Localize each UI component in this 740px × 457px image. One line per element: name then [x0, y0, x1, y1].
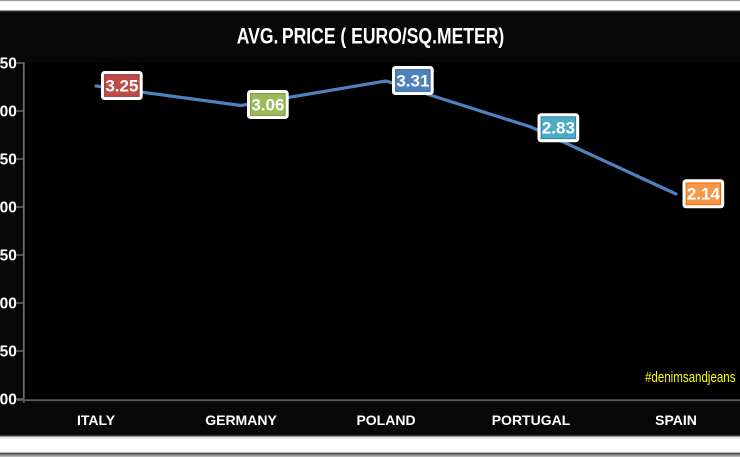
svg-text:#denimsandjeans: #denimsandjeans [645, 370, 736, 386]
svg-text:3.31: 3.31 [396, 71, 429, 90]
svg-text:3.06: 3.06 [251, 95, 284, 114]
svg-text:2.00: 2.00 [0, 199, 17, 216]
svg-text:3.25: 3.25 [105, 76, 138, 95]
svg-text:PORTUGAL: PORTUGAL [492, 412, 571, 428]
svg-text:SPAIN: SPAIN [655, 412, 697, 428]
svg-text:0.50: 0.50 [0, 343, 17, 360]
svg-text:POLAND: POLAND [356, 412, 415, 428]
svg-text:GERMANY: GERMANY [205, 412, 277, 428]
svg-text:2.14: 2.14 [687, 185, 721, 204]
svg-text:AVG. PRICE ( EURO/SQ.METER): AVG. PRICE ( EURO/SQ.METER) [237, 23, 505, 48]
svg-text:3.50: 3.50 [0, 55, 17, 72]
svg-text:2.50: 2.50 [0, 151, 17, 168]
svg-text:3.00: 3.00 [0, 103, 17, 120]
svg-text:ITALY: ITALY [77, 412, 116, 428]
svg-text:0.00: 0.00 [0, 391, 17, 408]
svg-text:2.83: 2.83 [542, 119, 575, 138]
svg-text:1.50: 1.50 [0, 247, 17, 264]
svg-text:1.00: 1.00 [0, 295, 17, 312]
